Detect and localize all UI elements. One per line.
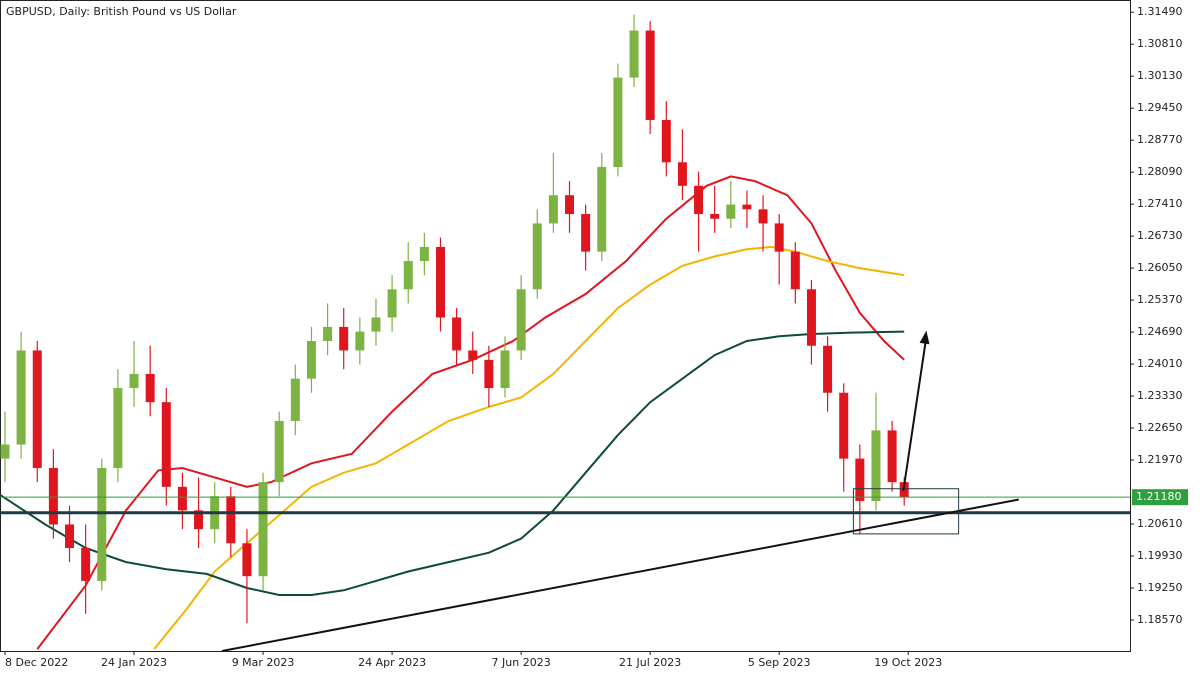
last-price-label: 1.21180 — [1136, 490, 1182, 503]
y-tick-label: 1.20610 — [1137, 517, 1183, 530]
y-tick-label: 1.31490 — [1137, 5, 1183, 18]
candle-body — [661, 119, 671, 163]
candle-body — [113, 388, 123, 469]
candle-body — [774, 223, 784, 252]
y-tick-label: 1.28090 — [1137, 165, 1183, 178]
y-tick-label: 1.26050 — [1137, 261, 1183, 274]
candle-body — [306, 341, 316, 379]
candle-body — [452, 317, 462, 351]
trendline — [221, 498, 1019, 652]
y-tick-label: 1.29450 — [1137, 101, 1183, 114]
candle-body — [855, 458, 865, 501]
candle-body — [258, 482, 268, 577]
candle-body — [726, 204, 736, 219]
candle-body — [339, 326, 349, 351]
candle-body — [871, 430, 881, 501]
candle-body — [887, 430, 897, 483]
candle-body — [161, 402, 171, 487]
chart-title: GBPUSD, Daily: British Pound vs US Dolla… — [6, 5, 237, 18]
y-tick-label: 1.25370 — [1137, 293, 1183, 306]
candle-body — [0, 444, 10, 459]
x-tick-label: 5 Sep 2023 — [748, 656, 811, 669]
candle-body — [274, 420, 284, 483]
candle-body — [484, 359, 494, 389]
candle-body — [290, 378, 300, 421]
x-tick-label: 21 Jul 2023 — [619, 656, 681, 669]
y-tick-label: 1.21970 — [1137, 453, 1183, 466]
candle-body — [548, 195, 558, 224]
candle-body — [32, 350, 42, 469]
y-tick-label: 1.28770 — [1137, 133, 1183, 146]
plot-frame — [0, 0, 1131, 652]
y-tick-label: 1.22650 — [1137, 421, 1183, 434]
candle-body — [226, 496, 236, 544]
y-tick-label: 1.26730 — [1137, 229, 1183, 242]
y-tick-label: 1.24010 — [1137, 357, 1183, 370]
zone-box — [852, 488, 960, 535]
candle-body — [419, 246, 429, 262]
candle-body — [694, 185, 704, 215]
candle-body — [758, 209, 768, 224]
x-tick-label: 24 Apr 2023 — [358, 656, 426, 669]
x-tick-label: 8 Dec 2022 — [5, 656, 68, 669]
candle-body — [565, 195, 575, 215]
candle-body — [97, 468, 107, 581]
candle-body — [742, 204, 752, 210]
y-tick-label: 1.24690 — [1137, 325, 1183, 338]
candle-body — [613, 77, 623, 167]
candle-body — [645, 30, 655, 120]
candle-body — [710, 214, 720, 219]
candle-body — [597, 166, 607, 252]
candle-body — [371, 317, 381, 332]
candle-body — [65, 524, 75, 548]
candle-body — [387, 289, 397, 318]
last-price-box — [1132, 489, 1188, 506]
candle-body — [435, 246, 445, 318]
candle-body — [355, 331, 365, 351]
moving-average — [0, 330, 905, 596]
candle-body — [403, 261, 413, 290]
candle-body — [629, 30, 639, 78]
candle-body — [468, 350, 478, 360]
y-tick-label: 1.30810 — [1137, 37, 1183, 50]
candle-body — [145, 373, 155, 403]
arrow-shaft — [902, 336, 928, 491]
x-tick-label: 9 Mar 2023 — [232, 656, 295, 669]
x-tick-label: 24 Jan 2023 — [101, 656, 167, 669]
candle-body — [839, 392, 849, 459]
candle-body — [806, 289, 816, 346]
y-tick-label: 1.30130 — [1137, 69, 1183, 82]
x-tick-label: 19 Oct 2023 — [874, 656, 942, 669]
candle-body — [16, 350, 26, 445]
y-tick-label: 1.19250 — [1137, 581, 1183, 594]
candle-body — [532, 223, 542, 290]
candle-body — [177, 486, 187, 511]
candle-body — [81, 547, 91, 581]
candle-body — [823, 345, 833, 393]
candle-body — [677, 162, 687, 186]
candle-body — [581, 214, 591, 252]
y-tick-label: 1.27410 — [1137, 197, 1183, 210]
candle-body — [48, 468, 58, 525]
y-tick-label: 1.23330 — [1137, 389, 1183, 402]
x-tick-label: 7 Jun 2023 — [492, 656, 551, 669]
y-tick-label: 1.19930 — [1137, 549, 1183, 562]
candle-body — [242, 543, 252, 577]
candle-body — [500, 350, 510, 389]
candle-body — [790, 251, 800, 290]
moving-average — [36, 175, 905, 650]
candle-body — [516, 289, 526, 351]
candle-body — [194, 510, 204, 530]
candle-body — [323, 326, 333, 342]
y-tick-label: 1.18570 — [1137, 613, 1183, 626]
arrow-head — [919, 330, 930, 345]
candle-body — [129, 373, 139, 389]
